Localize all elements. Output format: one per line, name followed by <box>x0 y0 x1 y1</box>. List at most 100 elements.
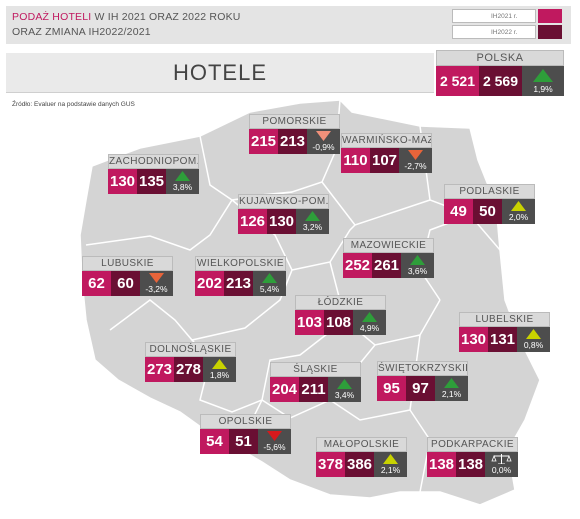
region-change: -0,9% <box>307 129 340 154</box>
arrow-up-icon <box>444 378 459 388</box>
region-value-2022: 211 <box>299 377 328 402</box>
region-label: ZACHODNIOPOM. <box>108 154 199 169</box>
region-change-value: 3,8% <box>172 182 193 192</box>
arrow-down-icon <box>267 431 282 441</box>
region-change: 3,8% <box>166 169 199 194</box>
region-value-2021: 130 <box>459 327 488 352</box>
region-value-2021: 252 <box>343 253 372 278</box>
arrow-up-icon <box>511 201 526 211</box>
region-label: MAŁOPOLSKIE <box>316 437 407 452</box>
region-change: 2,0% <box>502 199 535 224</box>
region-value-2021: 103 <box>295 310 324 335</box>
region-value-2021: 202 <box>195 271 224 296</box>
banner-title: HOTELE <box>172 60 268 85</box>
legend-swatch-2022 <box>538 25 562 39</box>
region-label: POMORSKIE <box>249 114 340 129</box>
arrow-up-icon <box>533 69 553 82</box>
arrow-up-icon <box>175 171 190 181</box>
region-value-2022: 213 <box>224 271 253 296</box>
region-change: 3,2% <box>296 209 329 234</box>
region-value-2022: 135 <box>137 169 166 194</box>
region-change-value: -5,6% <box>263 442 286 452</box>
region-change: 3,6% <box>401 253 434 278</box>
arrow-up-icon <box>305 211 320 221</box>
region-change: 5,4% <box>253 271 286 296</box>
region-value-2021: 204 <box>270 377 299 402</box>
region-change-value: 2,0% <box>508 212 529 222</box>
region-value-2022: 386 <box>345 452 374 477</box>
region-label: ŚWIĘTOKRZYSKIE <box>377 361 468 376</box>
region-label: LUBELSKIE <box>459 312 550 327</box>
region-value-2021: 378 <box>316 452 345 477</box>
total-value-2021: 2 521 <box>436 66 479 96</box>
region-label: OPOLSKIE <box>200 414 291 429</box>
legend-label: IH2022 r. <box>491 29 518 36</box>
title-highlight: PODAŻ HOTELI <box>12 11 92 23</box>
region-change-value: 4,9% <box>359 323 380 333</box>
region-label: WARMIŃSKO-MAZ. <box>341 133 432 148</box>
region-label: ŚLĄSKIE <box>270 362 361 377</box>
arrow-up-icon <box>410 255 425 265</box>
region-label: ŁÓDZKIE <box>295 295 386 310</box>
region-change-value: 2,1% <box>441 389 462 399</box>
region-value-2021: 54 <box>200 429 229 454</box>
region-change: -5,6% <box>258 429 291 454</box>
region-change: 2,1% <box>374 452 407 477</box>
arrow-up-icon <box>383 454 398 464</box>
region-value-2021: 215 <box>249 129 278 154</box>
arrow-up-icon <box>262 273 277 283</box>
region-change-value: 3,2% <box>302 222 323 232</box>
region-change-value: 2,1% <box>380 465 401 475</box>
arrow-down-icon <box>408 150 423 160</box>
region-value-2021: 130 <box>108 169 137 194</box>
border-line <box>291 224 356 271</box>
region-label: WIELKOPOLSKIE <box>195 256 286 271</box>
region-value-2022: 51 <box>229 429 258 454</box>
arrow-up-icon <box>362 312 377 322</box>
region-value-2021: 273 <box>145 357 174 382</box>
region-value-2022: 213 <box>278 129 307 154</box>
region-change: 2,1% <box>435 376 468 401</box>
region-label: KUJAWSKO-POM. <box>238 194 329 209</box>
region-value-2021: 138 <box>427 452 456 477</box>
region-label: MAZOWIECKIE <box>343 238 434 253</box>
region-value-2022: 108 <box>324 310 353 335</box>
arrow-up-icon <box>337 379 352 389</box>
region-label: DOLNOŚLĄSKIE <box>145 342 236 357</box>
region-value-2021: 95 <box>377 376 406 401</box>
border-line <box>199 135 233 201</box>
legend-item-2022: IH2022 r. <box>452 25 536 39</box>
region-change: 3,4% <box>328 377 361 402</box>
region-label: PODKARPACKIE <box>427 437 518 452</box>
region-change: 0,8% <box>517 327 550 352</box>
region-value-2021: 110 <box>341 148 370 173</box>
legend-swatch-2021 <box>538 9 562 23</box>
region-change-value: 3,6% <box>407 266 428 276</box>
total-change-value: 1,9% <box>533 84 553 94</box>
region-change: -2,7% <box>399 148 432 173</box>
arrow-up-icon <box>526 329 541 339</box>
region-value-2022: 138 <box>456 452 485 477</box>
region-change: 0,0% <box>485 452 518 477</box>
region-change-value: 3,4% <box>334 390 355 400</box>
region-value-2021: 62 <box>82 271 111 296</box>
region-change-value: 0,0% <box>491 465 512 475</box>
region-value-2022: 97 <box>406 376 435 401</box>
total-value-2022: 2 569 <box>479 66 522 96</box>
region-value-2021: 126 <box>238 209 267 234</box>
region-value-2022: 131 <box>488 327 517 352</box>
source-note: Źródło: Evaluer na podstawie danych GUS <box>12 101 135 108</box>
region-change-value: -2,7% <box>404 161 427 171</box>
legend-label: IH2021 r. <box>491 13 518 20</box>
region-value-2022: 261 <box>372 253 401 278</box>
border-line <box>109 199 293 341</box>
scale-icon <box>491 454 512 464</box>
region-value-2022: 130 <box>267 209 296 234</box>
region-value-2022: 60 <box>111 271 140 296</box>
banner: HOTELE <box>6 53 434 93</box>
region-change-value: 1,8% <box>209 370 230 380</box>
region-label: LUBUSKIE <box>82 256 173 271</box>
title-rest: W IH 2021 ORAZ 2022 ROKU <box>91 11 241 23</box>
region-value-2022: 278 <box>174 357 203 382</box>
